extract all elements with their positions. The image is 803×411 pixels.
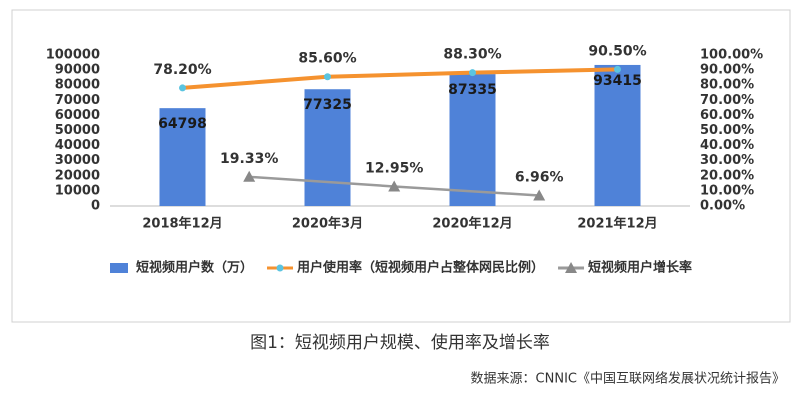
x-tick-label: 2020年3月	[292, 216, 363, 232]
bar	[304, 89, 351, 206]
marker	[324, 73, 331, 81]
y-tick-label: 40000	[55, 138, 100, 153]
y-tick-label: 80000	[55, 78, 100, 93]
y-tick-label: 60000	[55, 108, 100, 123]
x-tick-label: 2018年12月	[142, 216, 222, 232]
y2-tick-label: 30.00%	[700, 153, 754, 168]
data-label: 19.33%	[220, 151, 278, 167]
bar	[449, 74, 496, 207]
legend-label: 用户使用率（短视频用户占整体网民比例）	[296, 260, 544, 276]
legend-marker	[276, 264, 284, 272]
legend-marker	[565, 262, 578, 273]
marker	[469, 69, 476, 77]
marker	[388, 180, 401, 192]
data-label: 6.96%	[515, 169, 564, 185]
y2-tick-label: 60.00%	[700, 108, 754, 123]
source: 数据来源：CNNIC《中国互联网络发展状况统计报告》	[471, 371, 785, 387]
legend-label: 短视频用户数（万）	[136, 260, 253, 276]
y2-tick-label: 80.00%	[700, 78, 754, 93]
bar-label: 87335	[448, 82, 497, 98]
caption: 图1：短视频用户规模、使用率及增长率	[250, 332, 550, 353]
data-label: 85.60%	[298, 51, 356, 67]
y-tick-label: 30000	[55, 153, 100, 168]
y2-tick-label: 0.00%	[700, 199, 745, 214]
bar-label: 64798	[158, 116, 207, 132]
marker	[243, 170, 256, 182]
data-label: 78.20%	[153, 62, 211, 78]
y2-tick-label: 100.00%	[700, 48, 763, 63]
bar-label: 93415	[593, 73, 642, 89]
data-label: 90.50%	[588, 43, 646, 59]
y2-tick-label: 50.00%	[700, 123, 754, 138]
bar-label: 77325	[303, 97, 352, 113]
data-label: 88.30%	[443, 47, 501, 63]
data-label: 12.95%	[365, 160, 423, 176]
y2-tick-label: 10.00%	[700, 183, 754, 198]
marker	[179, 84, 186, 92]
legend-swatch	[110, 263, 128, 273]
y2-tick-label: 70.00%	[700, 93, 754, 108]
bar	[594, 64, 641, 206]
y-tick-label: 90000	[55, 63, 100, 78]
y-tick-label: 70000	[55, 93, 100, 108]
y2-tick-label: 40.00%	[700, 138, 754, 153]
y-tick-label: 10000	[55, 183, 100, 198]
x-tick-label: 2020年12月	[432, 216, 512, 232]
marker	[614, 65, 621, 73]
legend-label: 短视频用户增长率	[588, 260, 692, 276]
x-tick-label: 2021年12月	[577, 216, 657, 232]
y-tick-label: 0	[91, 199, 100, 214]
bar	[159, 108, 206, 206]
y-tick-label: 100000	[46, 48, 100, 63]
y-tick-label: 20000	[55, 168, 100, 183]
y2-tick-label: 90.00%	[700, 63, 754, 78]
chart-frame	[11, 9, 791, 323]
marker	[533, 189, 546, 201]
y-tick-label: 50000	[55, 123, 100, 138]
y2-tick-label: 20.00%	[700, 168, 754, 183]
line	[182, 67, 618, 90]
